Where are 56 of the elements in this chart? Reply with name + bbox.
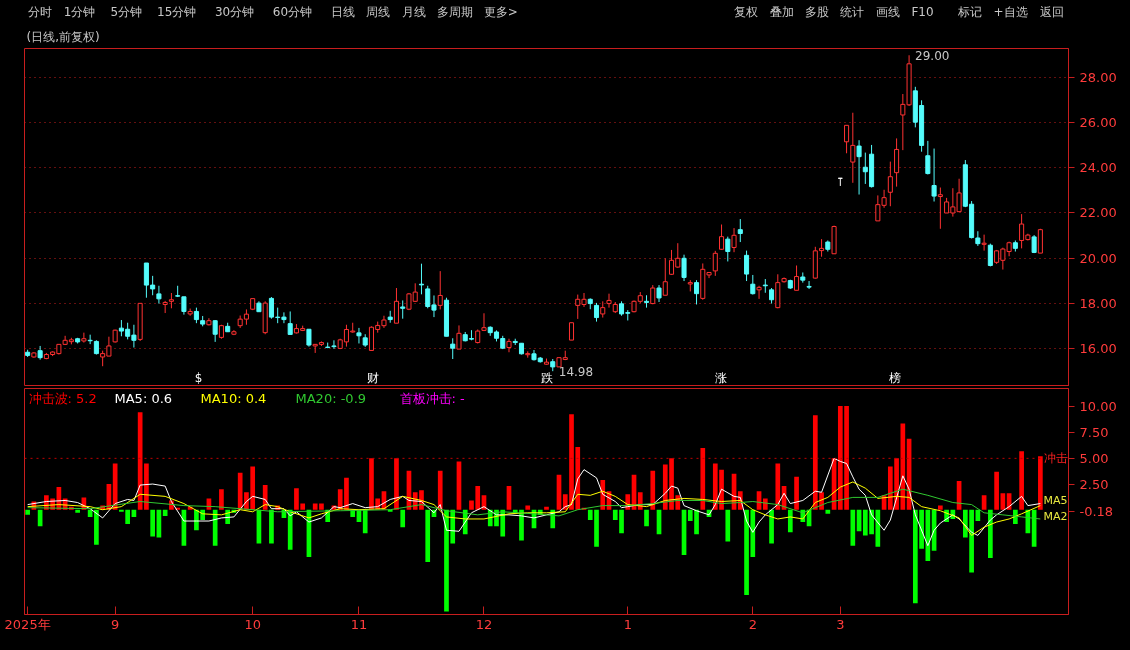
text: MA20: -0.9 — [295, 390, 367, 406]
chart-title: (日线,前复权) — [26, 29, 100, 44]
x-tick-label: 3 — [836, 616, 845, 632]
y-tick-label: 7.50 — [1079, 425, 1109, 441]
annotation: 涨 — [714, 370, 727, 385]
text: 1分钟 — [63, 4, 96, 19]
text: 5分钟 — [110, 4, 143, 19]
annotation: 14.98 — [558, 364, 594, 379]
y-tick-label: 28.00 — [1079, 70, 1117, 86]
annotation: MA2 — [1043, 510, 1068, 524]
x-tick-label: 10 — [244, 616, 261, 632]
y-tick-label: 26.00 — [1079, 115, 1117, 131]
y-tick-label: 22.00 — [1079, 205, 1117, 221]
text: 多周期 — [437, 4, 474, 19]
text: 60分钟 — [272, 4, 313, 19]
y-tick-label: 2.50 — [1079, 476, 1109, 492]
text: 更多> — [483, 4, 518, 19]
x-tick-label: 2025年 — [4, 616, 51, 632]
annotation: $ — [194, 370, 203, 385]
annotation: 首板冲击: - — [399, 390, 466, 406]
y-tick-label: -0.18 — [1079, 504, 1114, 520]
y-tick-label: 16.00 — [1079, 340, 1117, 356]
text: 周线 — [366, 4, 391, 19]
ref-line-label: 冲击 — [1043, 451, 1068, 466]
y-tick-label: 24.00 — [1079, 160, 1117, 176]
annotation: 榜 — [888, 370, 901, 385]
text: MA5: 0.6 — [114, 390, 173, 406]
text: 叠加 — [769, 4, 794, 19]
x-tick-label: 1 — [623, 616, 632, 632]
annotation: 财 — [366, 370, 379, 385]
text: 15分钟 — [157, 4, 197, 19]
annotation: 29.00 — [915, 48, 950, 63]
y-tick-label: 10.00 — [1079, 399, 1117, 415]
x-tick-label: 2 — [748, 616, 757, 632]
x-tick-label: 11 — [350, 616, 368, 632]
text: 标记 — [957, 4, 983, 19]
text: 冲击波: 5.2 — [28, 390, 97, 406]
y-tick-label: 20.00 — [1079, 250, 1117, 266]
text: 月线 — [401, 4, 426, 19]
annotation: MA5 — [1043, 494, 1068, 508]
text: 多股 — [805, 4, 830, 19]
text: 统计 — [840, 4, 865, 19]
text: 30分钟 — [214, 4, 255, 19]
text: F10 — [911, 4, 934, 19]
text: 日线 — [330, 4, 355, 19]
y-tick-label: 5.00 — [1079, 450, 1109, 466]
text: 复权 — [734, 4, 759, 19]
text: 画线 — [875, 4, 900, 19]
text: MA10: 0.4 — [200, 390, 267, 406]
annotation: 跌 — [540, 370, 553, 385]
y-tick-label: 18.00 — [1079, 295, 1117, 311]
text: +自选 — [993, 4, 1028, 19]
text: 返回 — [1040, 4, 1065, 19]
x-tick-label: 12 — [475, 616, 493, 632]
x-tick-label: 9 — [111, 616, 120, 632]
text: 分时 — [28, 4, 53, 19]
